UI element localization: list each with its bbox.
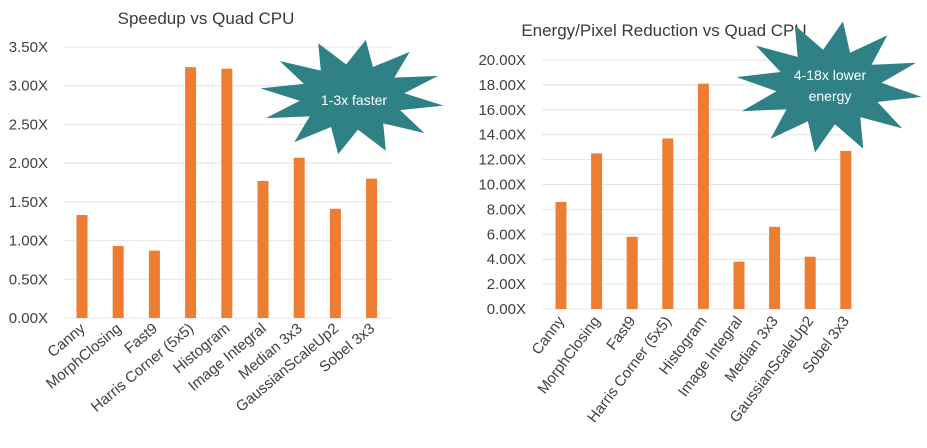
speedup-bar-harris-corner-5x5- bbox=[185, 67, 197, 318]
energy-bar-sobel-3x3 bbox=[840, 150, 852, 309]
speedup-y-tick-label: 1.00X bbox=[9, 233, 48, 250]
speedup-y-tick-label: 0.50X bbox=[9, 271, 48, 288]
energy-bar-canny bbox=[555, 201, 567, 309]
speedup-y-tick-label: 2.00X bbox=[9, 155, 48, 172]
energy-annotation-text-line1: 4-18x lower bbox=[794, 67, 867, 83]
energy-bar-median-3x3 bbox=[769, 226, 781, 309]
energy-annotation-badge: 4-18x lower energy bbox=[736, 21, 922, 153]
speedup-bar-sobel-3x3 bbox=[366, 178, 378, 318]
energy-bars bbox=[555, 83, 852, 309]
speedup-y-tick-label: 1.50X bbox=[9, 194, 48, 211]
energy-y-tick-label: 14.00X bbox=[478, 127, 526, 144]
speedup-bar-histogram bbox=[221, 68, 233, 319]
speedup-chart-title: Speedup vs Quad CPU bbox=[118, 9, 295, 28]
energy-bar-harris-corner-5x5- bbox=[662, 138, 674, 309]
speedup-y-tick-label: 3.50X bbox=[9, 39, 48, 56]
energy-y-tick-label: 20.00X bbox=[478, 52, 526, 69]
energy-y-tick-label: 0.00X bbox=[487, 301, 526, 318]
energy-bar-fast9 bbox=[626, 236, 638, 309]
speedup-y-tick-label: 2.50X bbox=[9, 116, 48, 133]
speedup-annotation-badge: 1-3x faster bbox=[260, 39, 444, 155]
energy-annotation-text-line2: energy bbox=[809, 88, 852, 104]
energy-bar-image-integral bbox=[733, 261, 745, 309]
energy-y-tick-label: 18.00X bbox=[478, 77, 526, 94]
speedup-bar-canny bbox=[76, 215, 88, 318]
energy-y-tick-label: 8.00X bbox=[487, 201, 526, 218]
speedup-bar-image-integral bbox=[257, 180, 269, 318]
energy-x-category-label: Fast9 bbox=[603, 313, 639, 353]
speedup-starburst-shape bbox=[260, 39, 444, 155]
energy-starburst-shape bbox=[736, 21, 922, 153]
energy-bar-gaussianscaleup2 bbox=[804, 256, 816, 309]
speedup-bars bbox=[76, 67, 378, 319]
speedup-bar-fast9 bbox=[148, 250, 160, 318]
speedup-bar-median-3x3 bbox=[293, 157, 305, 318]
speedup-y-tick-label: 0.00X bbox=[9, 310, 48, 327]
speedup-bar-morphclosing bbox=[112, 245, 124, 318]
speedup-annotation-text: 1-3x faster bbox=[321, 92, 387, 108]
speedup-y-axis: 0.00X 0.50X 1.00X 1.50X 2.00X 2.50X 3.00X 3.50X bbox=[9, 39, 48, 327]
energy-y-axis: 0.00X 2.00X 4.00X 6.00X 8.00X 10.00X 12.00X 14.… bbox=[478, 52, 526, 318]
speedup-bar-gaussianscaleup2 bbox=[329, 208, 341, 318]
energy-y-tick-label: 10.00X bbox=[478, 177, 526, 194]
energy-y-tick-label: 4.00X bbox=[487, 251, 526, 268]
speedup-y-tick-label: 3.00X bbox=[9, 78, 48, 95]
energy-y-tick-label: 12.00X bbox=[478, 152, 526, 169]
energy-y-tick-label: 6.00X bbox=[487, 226, 526, 243]
energy-y-tick-label: 2.00X bbox=[487, 276, 526, 293]
energy-bar-histogram bbox=[697, 83, 709, 309]
energy-chart-title: Energy/Pixel Reduction vs Quad CPU bbox=[521, 21, 806, 40]
energy-y-tick-label: 16.00X bbox=[478, 102, 526, 119]
energy-bar-morphclosing bbox=[591, 153, 603, 309]
